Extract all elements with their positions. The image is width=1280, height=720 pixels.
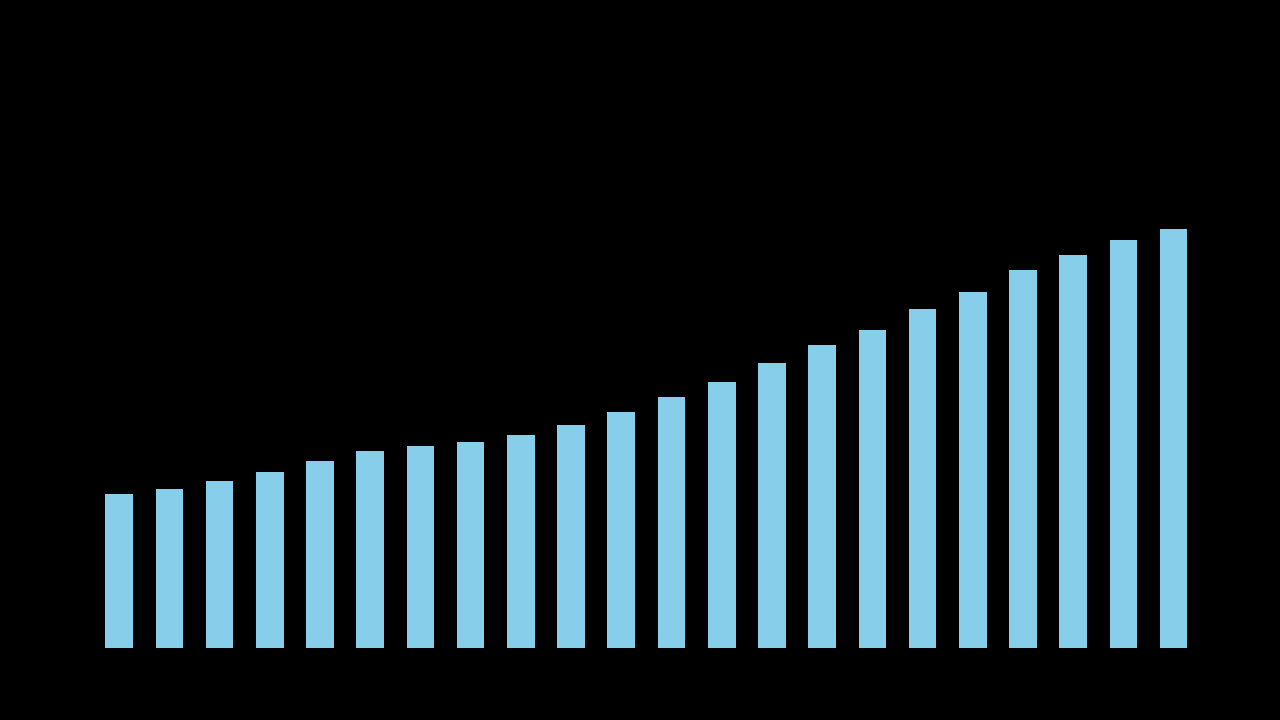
Bar [658,397,685,648]
Bar [959,292,987,648]
Bar [1009,270,1037,648]
Bar [809,345,836,648]
Bar [206,482,233,648]
Bar [105,495,133,648]
Bar [1110,240,1137,648]
Bar [557,426,585,648]
Bar [1060,255,1087,648]
Bar [708,382,736,648]
Bar [758,364,786,648]
Bar [909,309,937,648]
Bar [356,451,384,648]
Bar [608,412,635,648]
Bar [407,446,434,648]
Bar [507,435,535,648]
Bar [859,330,886,648]
Bar [457,442,484,648]
Bar [156,489,183,648]
Bar [256,472,284,648]
Bar [1160,229,1188,648]
Bar [306,461,334,648]
